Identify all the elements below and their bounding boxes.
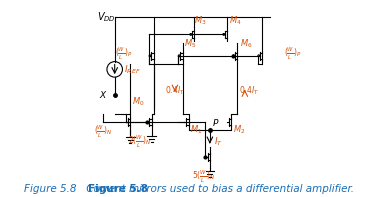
Text: $X$: $X$	[99, 89, 108, 100]
Text: $M_5$: $M_5$	[184, 37, 196, 50]
Text: $V_{DD}$: $V_{DD}$	[97, 10, 116, 24]
Text: $(\frac{W}{L})_P$: $(\frac{W}{L})_P$	[115, 46, 132, 62]
Text: $M_4$: $M_4$	[229, 15, 242, 27]
Text: $M_6$: $M_6$	[240, 37, 253, 50]
Text: $(\frac{W}{L})_N$: $(\frac{W}{L})_N$	[94, 124, 112, 140]
Text: $M_2$: $M_2$	[233, 124, 245, 136]
Text: Figure 5.8   Current mirrors used to bias a differential amplifier.: Figure 5.8 Current mirrors used to bias …	[23, 184, 354, 194]
Text: $5(\frac{W}{L})_N$: $5(\frac{W}{L})_N$	[192, 169, 215, 185]
Text: $I_T$: $I_T$	[214, 135, 223, 148]
Text: $2(\frac{W}{L})_N$: $2(\frac{W}{L})_N$	[129, 134, 152, 150]
Text: $I_{REF}$: $I_{REF}$	[124, 63, 141, 76]
Text: $M_1$: $M_1$	[190, 124, 203, 136]
Text: $(\frac{W}{L})_P$: $(\frac{W}{L})_P$	[284, 46, 301, 62]
Text: $M_3$: $M_3$	[194, 15, 207, 27]
Text: $0.4I_T$: $0.4I_T$	[165, 85, 185, 97]
Text: $M_0$: $M_0$	[132, 96, 145, 108]
Text: Figure 5.8: Figure 5.8	[87, 184, 148, 194]
Text: $P$: $P$	[212, 117, 219, 128]
Text: $0.4I_T$: $0.4I_T$	[239, 85, 259, 97]
